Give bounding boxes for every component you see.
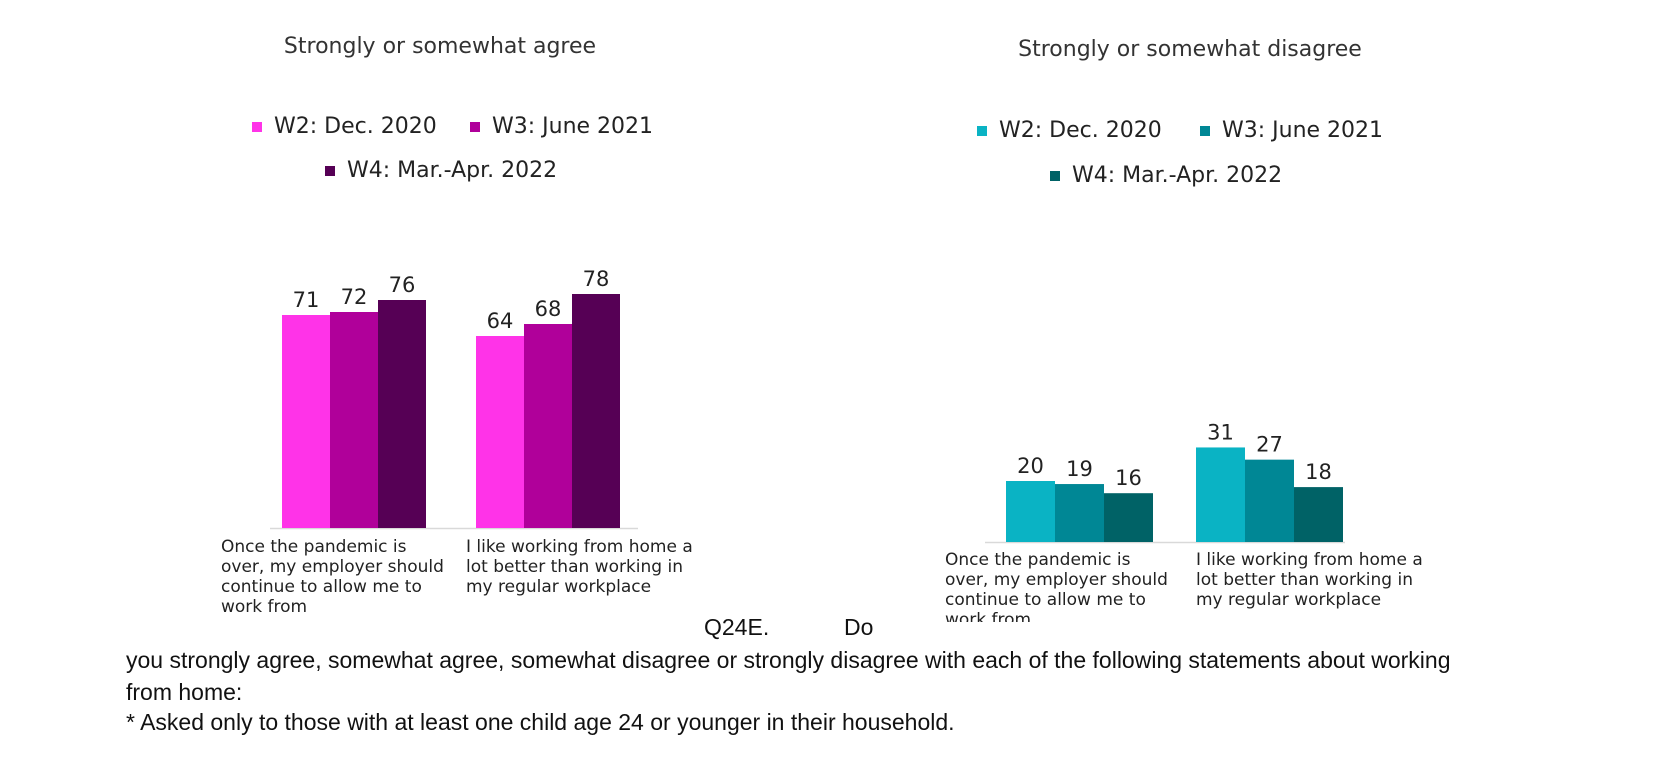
agree-legend-w4-label: W4: Mar.-Apr. 2022	[347, 158, 558, 183]
agree-bar-cat1-series2	[330, 312, 378, 528]
disagree-legend-w4-label: W4: Mar.-Apr. 2022	[1072, 163, 1283, 188]
disagree-bar-label-cat1-series2: 19	[1066, 457, 1093, 481]
agree-category-label-2: I like working from home a lot better th…	[466, 537, 693, 597]
disagree-bar-cat1-series1	[1006, 481, 1055, 542]
disagree-legend-w3-label: W3: June 2021	[1222, 118, 1384, 143]
disagree-bars: 20 19 16 31 27 18	[985, 420, 1345, 544]
disagree-legend-w2-swatch	[977, 125, 987, 136]
agree-bar-label-cat1-series1: 71	[293, 288, 320, 312]
disagree-legend-w4: W4: Mar.-Apr. 2022	[1050, 163, 1282, 188]
disagree-bar-cat1-series2	[1055, 484, 1104, 542]
disagree-legend-w4-swatch	[1050, 170, 1060, 181]
agree-legend-w2-label: W2: Dec. 2020	[274, 114, 437, 139]
agree-legend-w2-swatch	[252, 121, 262, 132]
question-code: Q24E.	[704, 614, 770, 640]
disagree-bar-label-cat2-series2: 27	[1256, 433, 1283, 457]
agree-bar-label-cat1-series3: 76	[389, 273, 416, 297]
footnote: * Asked only to those with at least one …	[126, 709, 955, 735]
disagree-category-label-1: Once the pandemic is over, my employer s…	[945, 550, 1168, 622]
agree-bar-cat2-series1	[476, 336, 524, 528]
agree-bar-cat1-series1	[282, 315, 330, 528]
agree-legend-w3-swatch	[470, 121, 480, 132]
agree-legend-w4: W4: Mar.-Apr. 2022	[325, 158, 557, 183]
agree-chart-title: Strongly or somewhat agree	[283, 34, 597, 59]
disagree-bar-cat1-series3	[1104, 493, 1153, 542]
disagree-bar-label-cat1-series3: 16	[1115, 466, 1142, 490]
question-do: Do	[844, 614, 874, 640]
disagree-bar-cat2-series2	[1245, 459, 1294, 542]
agree-legend-w3: W3: June 2021	[470, 114, 653, 139]
disagree-bar-label-cat2-series3: 18	[1305, 460, 1332, 484]
disagree-bar-cat2-series3	[1294, 487, 1343, 542]
disagree-chart-title: Strongly or somewhat disagree	[1018, 37, 1362, 62]
disagree-category-label-2: I like working from home a lot better th…	[1196, 550, 1423, 610]
agree-bar-cat2-series2	[524, 324, 572, 528]
agree-legend-w2: W2: Dec. 2020	[252, 114, 437, 139]
disagree-bar-label-cat1-series1: 20	[1017, 454, 1044, 478]
disagree-legend-w3-swatch	[1200, 125, 1210, 136]
disagree-bar-label-cat2-series1: 31	[1207, 420, 1234, 444]
agree-bar-label-cat2-series1: 64	[487, 309, 514, 333]
agree-bar-label-cat2-series3: 78	[583, 267, 610, 291]
agree-bar-cat1-series3	[378, 300, 426, 528]
agree-category-label-1: Once the pandemic is over, my employer s…	[221, 537, 444, 615]
question-text: you strongly agree, somewhat agree, some…	[126, 647, 1451, 705]
disagree-legend-w3: W3: June 2021	[1200, 118, 1383, 143]
agree-legend-w3-label: W3: June 2021	[492, 114, 654, 139]
disagree-legend-w2-label: W2: Dec. 2020	[999, 118, 1162, 143]
agree-bars: 71 72 76 64 68 78	[270, 267, 638, 530]
agree-bar-label-cat1-series2: 72	[341, 285, 368, 309]
agree-legend-w4-swatch	[325, 165, 335, 176]
agree-bar-cat2-series3	[572, 294, 620, 528]
disagree-legend-w2: W2: Dec. 2020	[977, 118, 1162, 143]
disagree-bar-cat2-series1	[1196, 447, 1245, 542]
agree-bar-label-cat2-series2: 68	[535, 297, 562, 321]
